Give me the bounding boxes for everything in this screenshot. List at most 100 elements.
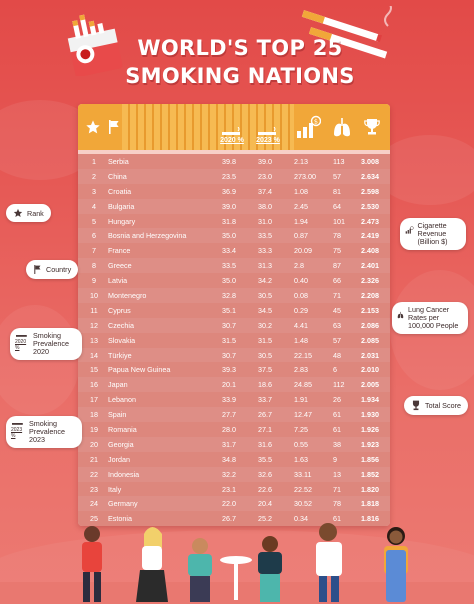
total-score-cell: 2.634 bbox=[361, 171, 379, 181]
legend-total-score-label: Total Score bbox=[425, 401, 461, 410]
legend-rank-label: Rank bbox=[27, 208, 44, 218]
total-score-cell: 2.408 bbox=[361, 246, 379, 256]
revenue-cell: 33.11 bbox=[294, 469, 312, 479]
cigarette-icon bbox=[12, 423, 23, 425]
prevalence-2023-cell: 25.2 bbox=[258, 514, 272, 524]
prevalence-2023-cell: 30.2 bbox=[258, 320, 272, 330]
total-score-cell: 2.208 bbox=[361, 290, 379, 300]
prevalence-2023-cell: 32.6 bbox=[258, 469, 272, 479]
country-cell: Cyprus bbox=[108, 305, 131, 315]
total-score-cell: 2.326 bbox=[361, 276, 379, 286]
prevalence-2020-cell: 22.0 bbox=[222, 499, 236, 509]
lung-cancer-cell: 112 bbox=[333, 380, 345, 390]
revenue-cell: 2.45 bbox=[294, 201, 308, 211]
rank-cell: 1 bbox=[92, 156, 96, 166]
prevalence-2020-cell: 34.8 bbox=[222, 454, 236, 464]
country-cell: Bulgaria bbox=[108, 201, 135, 211]
table-row: 25 Estonia 26.7 25.2 0.34 61 1.816 bbox=[78, 511, 390, 526]
total-score-cell: 2.031 bbox=[361, 350, 379, 360]
table-row: 17 Lebanon 33.9 33.7 1.91 26 1.934 bbox=[78, 392, 390, 408]
table-row: 8 Greece 33.5 31.3 2.8 87 2.401 bbox=[78, 258, 390, 274]
rank-cell: 22 bbox=[90, 469, 98, 479]
rank-cell: 23 bbox=[90, 484, 98, 494]
total-score-cell: 1.816 bbox=[361, 514, 379, 524]
revenue-chart-icon bbox=[405, 226, 414, 234]
table-row: 3 Croatia 36.9 37.4 1.08 81 2.598 bbox=[78, 183, 390, 199]
prevalence-2023-cell: 38.0 bbox=[258, 201, 272, 211]
legend-smoking-2023: 2023 % Smoking Prevalence 2023 bbox=[6, 416, 82, 448]
lung-cancer-cell: 26 bbox=[333, 395, 341, 405]
header-cigarette-stripes bbox=[122, 104, 294, 150]
lung-cancer-cell: 13 bbox=[333, 469, 341, 479]
table-row: 1 Serbia 39.8 39.0 2.13 113 3.008 bbox=[78, 154, 390, 169]
lung-cancer-cell: 71 bbox=[333, 484, 341, 494]
header-total bbox=[358, 104, 386, 150]
revenue-cell: 20.09 bbox=[294, 246, 312, 256]
revenue-cell: 2.8 bbox=[294, 261, 304, 271]
lung-cancer-cell: 48 bbox=[333, 350, 341, 360]
rank-cell: 14 bbox=[90, 350, 98, 360]
revenue-cell: 22.52 bbox=[294, 484, 312, 494]
prevalence-2020-cell: 28.0 bbox=[222, 424, 236, 434]
country-cell: China bbox=[108, 171, 127, 181]
table-row: 4 Bulgaria 39.0 38.0 2.45 64 2.530 bbox=[78, 198, 390, 214]
total-score-cell: 2.085 bbox=[361, 335, 379, 345]
table-row: 24 Germany 22.0 20.4 30.52 78 1.818 bbox=[78, 496, 390, 512]
table-body: 1 Serbia 39.8 39.0 2.13 113 3.008 2 China 23.5 23.… bbox=[78, 154, 390, 526]
legend-revenue-label: Cigarette Revenue (Billion $) bbox=[417, 221, 448, 246]
country-cell: Germany bbox=[108, 499, 138, 509]
prevalence-2023-cell: 23.0 bbox=[258, 171, 272, 181]
country-cell: Montenegro bbox=[108, 290, 147, 300]
table-row: 12 Czechia 30.7 30.2 4.41 63 2.086 bbox=[78, 317, 390, 333]
trophy-icon bbox=[364, 119, 380, 135]
prevalence-2020-cell: 33.9 bbox=[222, 395, 236, 405]
header-2023: 2023 % bbox=[250, 104, 286, 150]
prevalence-2020-cell: 23.5 bbox=[222, 171, 236, 181]
lung-cancer-cell: 57 bbox=[333, 171, 341, 181]
prevalence-2020-cell: 35.0 bbox=[222, 231, 236, 241]
lung-cancer-cell: 38 bbox=[333, 439, 341, 449]
lungs-icon bbox=[334, 118, 350, 137]
prevalence-2023-cell: 34.2 bbox=[258, 276, 272, 286]
prevalence-2023-cell: 37.4 bbox=[258, 186, 272, 196]
total-score-cell: 2.010 bbox=[361, 365, 379, 375]
total-score-cell: 1.926 bbox=[361, 424, 379, 434]
total-score-cell: 1.923 bbox=[361, 439, 379, 449]
country-cell: Latvia bbox=[108, 276, 128, 286]
header-country bbox=[106, 104, 122, 150]
total-score-cell: 2.419 bbox=[361, 231, 379, 241]
lung-cancer-cell: 78 bbox=[333, 499, 341, 509]
lung-cancer-cell: 61 bbox=[333, 514, 341, 524]
revenue-cell: 1.94 bbox=[294, 216, 308, 226]
revenue-cell: 0.08 bbox=[294, 290, 308, 300]
prevalence-2020-cell: 23.1 bbox=[222, 484, 236, 494]
country-cell: Serbia bbox=[108, 156, 129, 166]
table-row: 16 Japan 20.1 18.6 24.85 112 2.005 bbox=[78, 377, 390, 393]
legend-smoking-2020-label: Smoking Prevalence 2020 bbox=[33, 331, 69, 356]
prevalence-2020-cell: 33.4 bbox=[222, 246, 236, 256]
revenue-cell: 22.15 bbox=[294, 350, 312, 360]
svg-text:$: $ bbox=[314, 118, 318, 126]
rank-cell: 13 bbox=[90, 335, 98, 345]
header-2020: 2020 % bbox=[214, 104, 250, 150]
country-cell: Slovakia bbox=[108, 335, 136, 345]
prevalence-2020-cell: 39.8 bbox=[222, 156, 236, 166]
revenue-cell: 0.34 bbox=[294, 514, 308, 524]
prevalence-2023-cell: 31.0 bbox=[258, 216, 272, 226]
cigarettes-illustration bbox=[301, 6, 392, 59]
table-row: 23 Italy 23.1 22.6 22.52 71 1.820 bbox=[78, 481, 390, 497]
lungs-icon bbox=[397, 311, 404, 319]
legend-smoking-2020: 2020 % Smoking Prevalence 2020 bbox=[10, 328, 82, 360]
lung-cancer-cell: 57 bbox=[333, 335, 341, 345]
prevalence-2020-cell: 39.0 bbox=[222, 201, 236, 211]
prevalence-2020-cell: 20.1 bbox=[222, 380, 236, 390]
rank-cell: 2 bbox=[92, 171, 96, 181]
revenue-cell: 12.47 bbox=[294, 410, 312, 420]
rank-cell: 11 bbox=[90, 305, 98, 315]
table-row: 2 China 23.5 23.0 273.00 57 2.634 bbox=[78, 168, 390, 184]
trophy-icon bbox=[412, 400, 420, 411]
total-score-cell: 2.401 bbox=[361, 261, 379, 271]
prevalence-2023-cell: 27.1 bbox=[258, 424, 272, 434]
header-revenue: $ bbox=[288, 104, 328, 150]
prevalence-2020-cell: 31.8 bbox=[222, 216, 236, 226]
